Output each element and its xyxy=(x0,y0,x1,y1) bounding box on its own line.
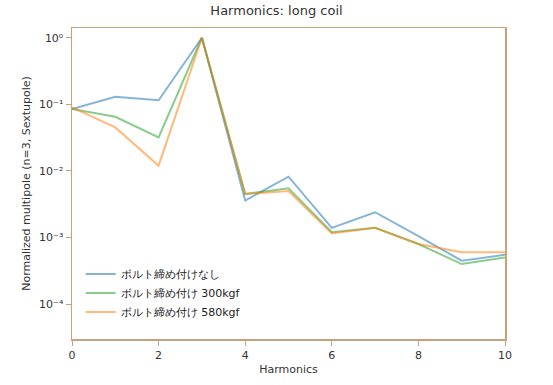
svg-text:0: 0 xyxy=(69,349,76,362)
svg-text:ボルト締め付け 580kgf: ボルト締め付け 580kgf xyxy=(121,306,241,319)
svg-text:4: 4 xyxy=(242,349,249,362)
svg-text:6: 6 xyxy=(328,349,335,362)
svg-text:Harmonics: Harmonics xyxy=(259,363,318,376)
svg-text:10⁻⁴: 10⁻⁴ xyxy=(39,298,64,311)
svg-text:10: 10 xyxy=(498,349,512,362)
svg-text:ボルト締め付けなし: ボルト締め付けなし xyxy=(121,268,220,281)
svg-text:10⁻²: 10⁻² xyxy=(39,165,63,178)
svg-text:ボルト締め付け 300kgf: ボルト締め付け 300kgf xyxy=(121,287,241,300)
svg-text:2: 2 xyxy=(155,349,162,362)
svg-text:8: 8 xyxy=(415,349,422,362)
svg-text:10⁻³: 10⁻³ xyxy=(39,231,63,244)
svg-text:Harmonics: long coil: Harmonics: long coil xyxy=(210,3,342,18)
svg-text:Normalized multipole (n=3, Sex: Normalized multipole (n=3, Sextupole) xyxy=(20,76,33,291)
svg-text:10⁰: 10⁰ xyxy=(45,32,64,45)
svg-text:10⁻¹: 10⁻¹ xyxy=(39,98,63,111)
